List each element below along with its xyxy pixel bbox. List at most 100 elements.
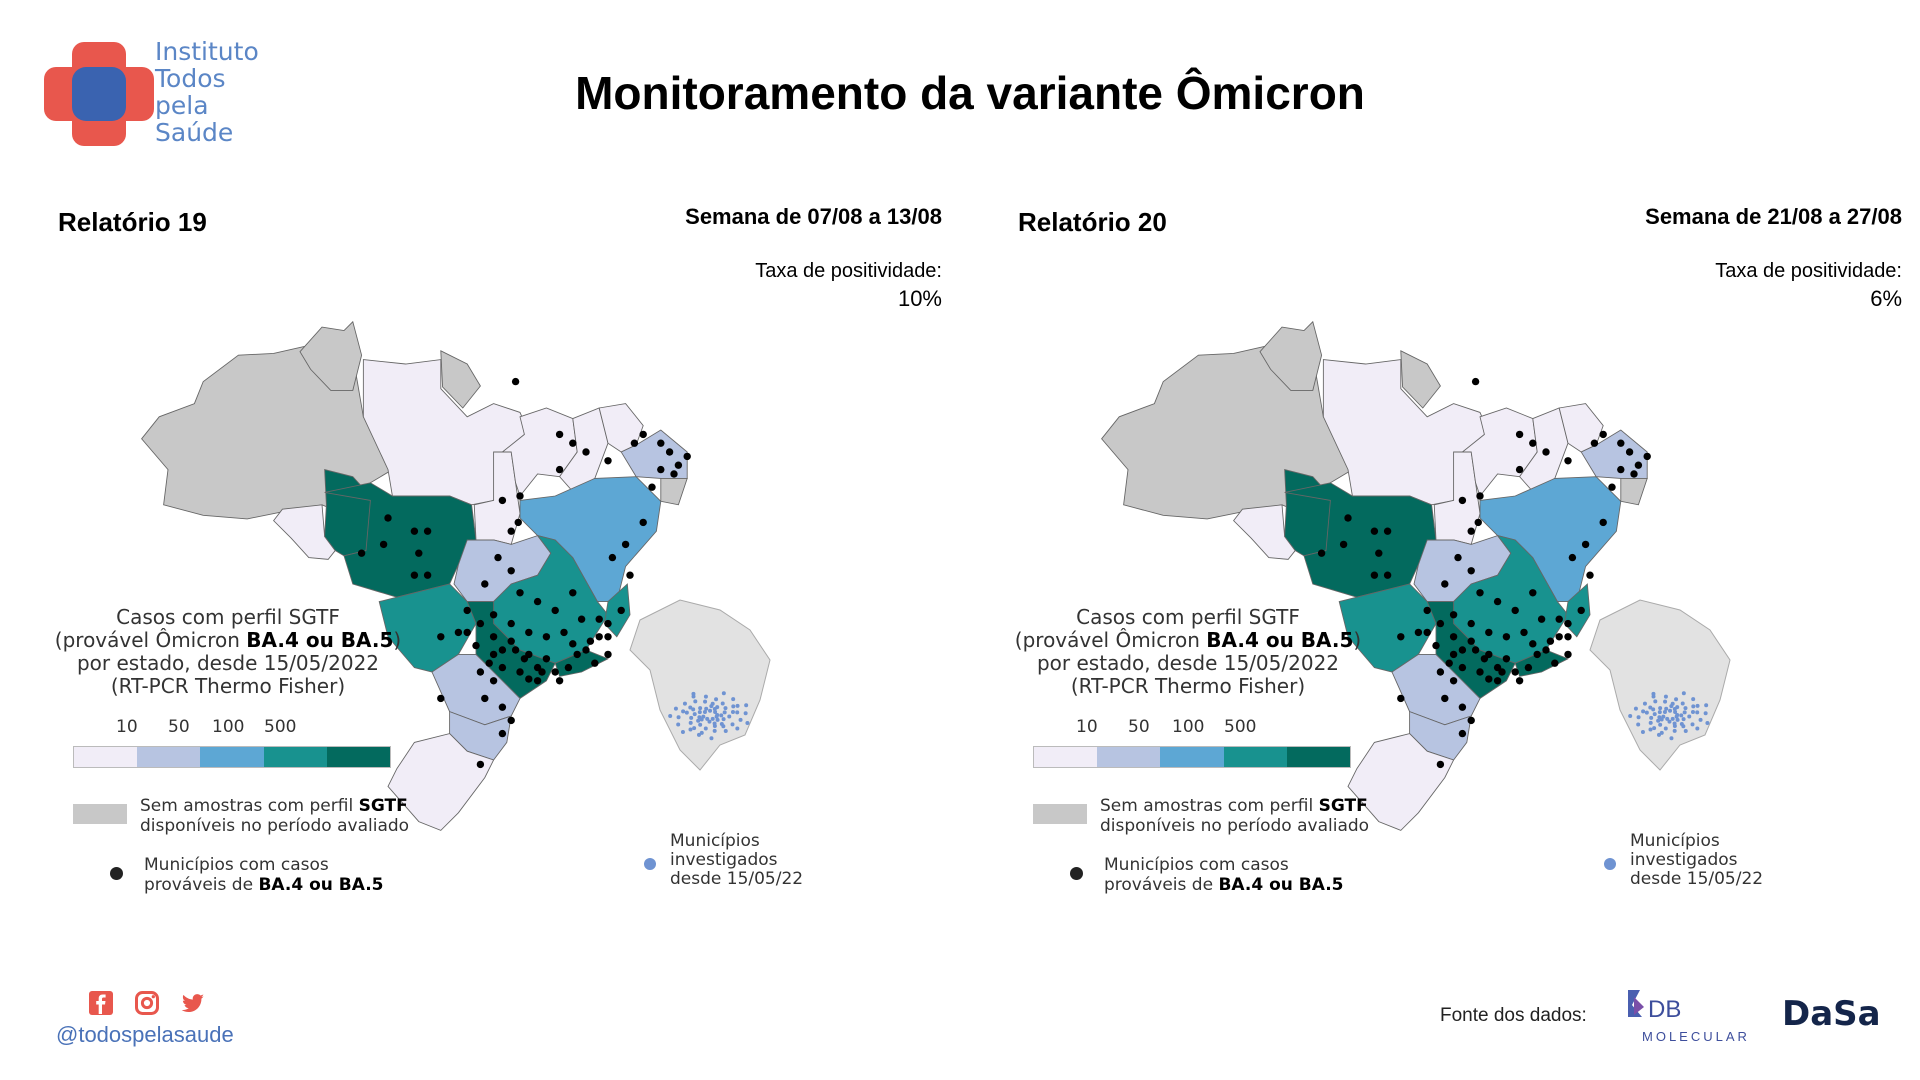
municipality-dot — [1471, 646, 1480, 654]
investigated-dot — [1651, 691, 1656, 696]
investigated-dot — [1672, 728, 1677, 733]
investigated-dot — [1665, 716, 1670, 721]
no-sample-label: Sem amostras com perfil SGTF disponíveis… — [140, 796, 410, 836]
legend-title-line: (provável Ômicron BA.4 ou BA.5) — [1014, 628, 1362, 652]
municipality-dot — [564, 663, 573, 672]
municipality-dot — [1485, 675, 1493, 683]
investigated-dot — [1649, 715, 1654, 720]
municipality-dot — [1476, 589, 1484, 597]
social-handle[interactable]: @todospelasaude — [56, 1022, 234, 1047]
investigated-dot — [714, 697, 719, 702]
investigated-dot — [721, 691, 726, 696]
report-title: Relatório 20 — [1018, 207, 1167, 237]
investigated-dot — [721, 717, 726, 722]
twitter-icon[interactable] — [180, 990, 206, 1016]
investigated-dot — [1704, 703, 1709, 708]
logo-line: Instituto — [155, 37, 259, 66]
municipality-dot-label: Municípios com casos prováveis de BA.4 o… — [144, 855, 384, 895]
investigated-dot — [731, 704, 736, 709]
investigated-dot — [723, 729, 728, 734]
investigated-dot — [1648, 720, 1653, 725]
investigated-dot — [696, 732, 701, 737]
municipality-dot — [639, 518, 647, 527]
municipality-dot — [1564, 457, 1572, 465]
investigated-dot — [698, 706, 703, 711]
state-bahia — [519, 476, 662, 603]
investigated-dot — [1691, 697, 1696, 702]
instagram-icon[interactable] — [134, 990, 160, 1016]
investigated-dot — [1642, 701, 1647, 706]
investigated-dot — [735, 703, 740, 708]
investigated-dot — [1675, 717, 1680, 722]
investigated-dot — [727, 714, 732, 719]
municipality-dot — [498, 646, 507, 654]
municipality-dot — [1643, 452, 1651, 461]
municipality-dot — [525, 628, 533, 637]
investigated-dot — [702, 710, 707, 715]
investigated-dot — [688, 720, 693, 725]
db-logo-text: DB — [1648, 996, 1681, 1023]
municipality-dot — [1476, 668, 1484, 676]
municipality-dot — [1383, 527, 1392, 535]
municipality-dot — [1436, 619, 1445, 628]
municipality-dot — [1529, 589, 1537, 597]
legend-title-line: por estado, desde 15/05/2022 — [1036, 651, 1340, 675]
investigated-dot — [707, 719, 712, 724]
investigated-dot — [719, 713, 724, 718]
municipality-dot — [525, 675, 533, 683]
investigated-dot — [712, 723, 717, 728]
municipality-dot — [489, 611, 498, 619]
municipality-dot — [1564, 619, 1572, 628]
municipality-dot — [476, 668, 485, 676]
municipality-dot — [476, 619, 485, 628]
municipality-dot — [555, 465, 564, 474]
municipality-dot — [1370, 571, 1379, 579]
municipality-dot — [533, 677, 542, 685]
investigated-dot — [1652, 712, 1657, 717]
municipality-dot — [639, 430, 647, 439]
investigated-dot — [688, 705, 693, 710]
investigated-dot — [1664, 706, 1669, 711]
investigated-dot — [1661, 714, 1666, 719]
municipality-dot — [1458, 646, 1467, 654]
investigated-dot — [668, 713, 673, 718]
investigated-dot — [731, 697, 736, 702]
color-scale — [1033, 746, 1351, 768]
municipality-dot — [604, 457, 612, 465]
municipality-dot — [463, 628, 471, 637]
legend-title-line: Casos com perfil SGTF — [116, 605, 340, 629]
investigated-dot — [722, 710, 727, 715]
municipality-dot — [1339, 540, 1348, 549]
municipality-dot — [621, 540, 630, 549]
municipality-dot — [1436, 668, 1445, 676]
scale-tick: 100 — [212, 717, 245, 737]
municipality-dot — [1370, 527, 1379, 535]
scale-tick: 50 — [168, 717, 190, 737]
investigated-dot — [682, 701, 687, 706]
legend-title: Casos com perfil SGTF (provável Ômicron … — [998, 606, 1378, 698]
positivity-value: 6% — [1870, 286, 1902, 311]
investigated-label: Municípios investigados desde 15/05/22 — [1630, 831, 1764, 889]
municipality-dot — [1537, 615, 1546, 623]
municipality-dot — [1467, 716, 1475, 725]
investigated-dot — [691, 691, 696, 696]
municipality-dot — [454, 628, 463, 637]
investigated-dot — [1628, 713, 1633, 718]
municipality-dot — [595, 633, 603, 641]
municipality-dot — [437, 694, 445, 703]
state-ms — [378, 583, 477, 673]
investigated-dot — [1675, 705, 1680, 710]
investigated-dot — [1648, 727, 1653, 732]
municipality-dot — [1476, 492, 1484, 500]
investigated-dot — [698, 722, 703, 727]
municipality-dot — [516, 492, 524, 500]
municipality-dot — [1454, 553, 1462, 562]
municipality-dot — [1397, 633, 1405, 641]
investigated-dot — [730, 722, 735, 727]
municipality-dot — [665, 448, 674, 456]
facebook-icon[interactable] — [88, 990, 114, 1016]
municipality-dot — [542, 633, 551, 641]
investigated-dot — [1653, 699, 1658, 704]
municipality-dot — [555, 677, 564, 685]
municipality-dot — [573, 650, 581, 659]
